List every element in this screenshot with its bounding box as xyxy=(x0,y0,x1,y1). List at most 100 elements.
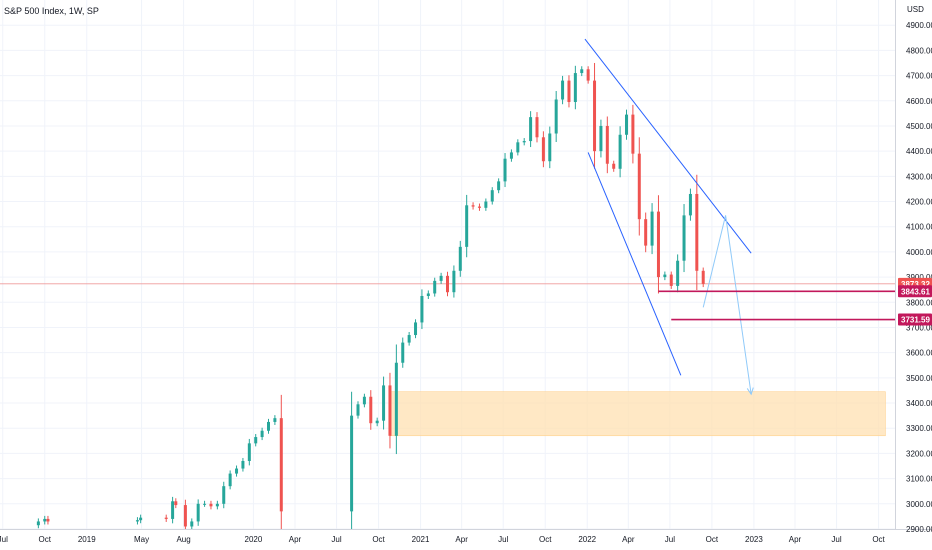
candle-body xyxy=(439,275,443,281)
level-tag-bg xyxy=(898,285,932,298)
candle-body xyxy=(471,205,475,207)
candle-body xyxy=(688,193,692,216)
drawings[interactable] xyxy=(584,38,895,396)
candle-body xyxy=(446,275,449,293)
candle-body xyxy=(196,503,200,522)
candle-body xyxy=(36,521,40,526)
candle-body xyxy=(174,501,178,506)
y-tick-label: 4100.00 xyxy=(906,223,932,232)
x-tick-label: Oct xyxy=(706,535,719,544)
candle-body xyxy=(401,342,405,363)
candle-body xyxy=(631,114,635,154)
candle-body xyxy=(171,501,175,519)
projection-path xyxy=(702,215,752,395)
candle-body xyxy=(228,473,232,487)
candle-body xyxy=(625,114,628,135)
candle-body xyxy=(580,69,584,74)
candle-body xyxy=(382,385,386,421)
x-tick-label: Jul xyxy=(498,535,508,544)
time-scale-background xyxy=(0,530,896,550)
y-tick-label: 2900.00 xyxy=(906,525,932,534)
x-tick-label: Oct xyxy=(372,535,385,544)
candle-body xyxy=(503,158,507,182)
x-tick-label: May xyxy=(134,535,149,544)
y-tick-label: 3900.00 xyxy=(906,273,932,282)
y-tick-label: 4500.00 xyxy=(906,122,932,131)
candle-body xyxy=(548,133,552,162)
candle-body xyxy=(637,153,641,220)
candle-body xyxy=(650,211,654,246)
candle-body xyxy=(618,134,622,169)
candle-body xyxy=(561,80,565,100)
candle-body xyxy=(241,460,245,469)
demand-zone-layer xyxy=(389,391,886,437)
projection-arrowhead xyxy=(746,387,754,396)
x-tick-label: Oct xyxy=(539,535,552,544)
candle-body xyxy=(554,99,558,134)
x-tick-label: 2019 xyxy=(78,535,96,544)
candle-body xyxy=(656,211,660,278)
y-tick-label: 3100.00 xyxy=(906,475,932,484)
x-tick-label: Aug xyxy=(176,535,190,544)
candle-body xyxy=(273,418,277,422)
candle-body xyxy=(247,443,251,461)
candle-body xyxy=(682,215,686,261)
y-tick-label: 3500.00 xyxy=(906,374,932,383)
grid xyxy=(0,0,895,530)
chart-title: S&P 500 Index, 1W, SP xyxy=(4,6,99,16)
y-tick-label: 3000.00 xyxy=(906,500,932,509)
candle-body xyxy=(458,246,462,271)
y-tick-label: 4000.00 xyxy=(906,248,932,257)
candle-body xyxy=(394,362,398,436)
y-tick-label: 4300.00 xyxy=(906,172,932,181)
x-tick-label: Apr xyxy=(289,535,302,544)
x-tick-label: Jul xyxy=(0,535,8,544)
y-tick-label: 3300.00 xyxy=(906,424,932,433)
level-tag: 3843.61 xyxy=(901,287,930,296)
candle-body xyxy=(522,141,526,143)
candle-body xyxy=(484,201,488,208)
candle-body xyxy=(46,518,50,522)
price-scale-background xyxy=(896,0,932,550)
candle-body xyxy=(43,518,47,522)
candle-body xyxy=(516,142,520,153)
demand-zone xyxy=(389,391,886,437)
candle-body xyxy=(497,181,501,191)
level-tag-bg xyxy=(898,313,932,326)
candle-body xyxy=(509,152,513,159)
x-tick-label: 2021 xyxy=(412,535,430,544)
x-tick-label: Jul xyxy=(331,535,341,544)
candle-body xyxy=(465,205,469,247)
candle-body xyxy=(477,206,481,208)
y-tick-label: 4900.00 xyxy=(906,21,932,30)
x-tick-label: Apr xyxy=(789,535,802,544)
y-tick-label: 3800.00 xyxy=(906,298,932,307)
candle-body xyxy=(669,274,673,286)
level-tag: 3731.59 xyxy=(901,316,930,325)
candle-body xyxy=(222,486,226,504)
candle-body xyxy=(573,73,577,103)
x-tick-label: Jul xyxy=(831,535,841,544)
candle-body xyxy=(254,437,258,444)
candle-body xyxy=(362,396,366,405)
candle-body xyxy=(414,322,418,336)
candle-body xyxy=(203,503,207,505)
candle-body xyxy=(490,190,494,202)
y-tick-label: 4700.00 xyxy=(906,72,932,81)
candle-body xyxy=(190,521,194,527)
candle-body xyxy=(183,505,187,527)
trendline xyxy=(584,38,752,254)
x-tick-label: 2020 xyxy=(245,535,263,544)
x-tick-label: Oct xyxy=(872,535,885,544)
candle-body xyxy=(420,295,424,323)
candle-body xyxy=(593,80,597,152)
candle-body xyxy=(663,274,667,278)
trendline xyxy=(587,152,682,376)
x-tick-label: 2023 xyxy=(745,535,763,544)
candle-body xyxy=(676,260,680,286)
candle-body xyxy=(529,117,533,142)
